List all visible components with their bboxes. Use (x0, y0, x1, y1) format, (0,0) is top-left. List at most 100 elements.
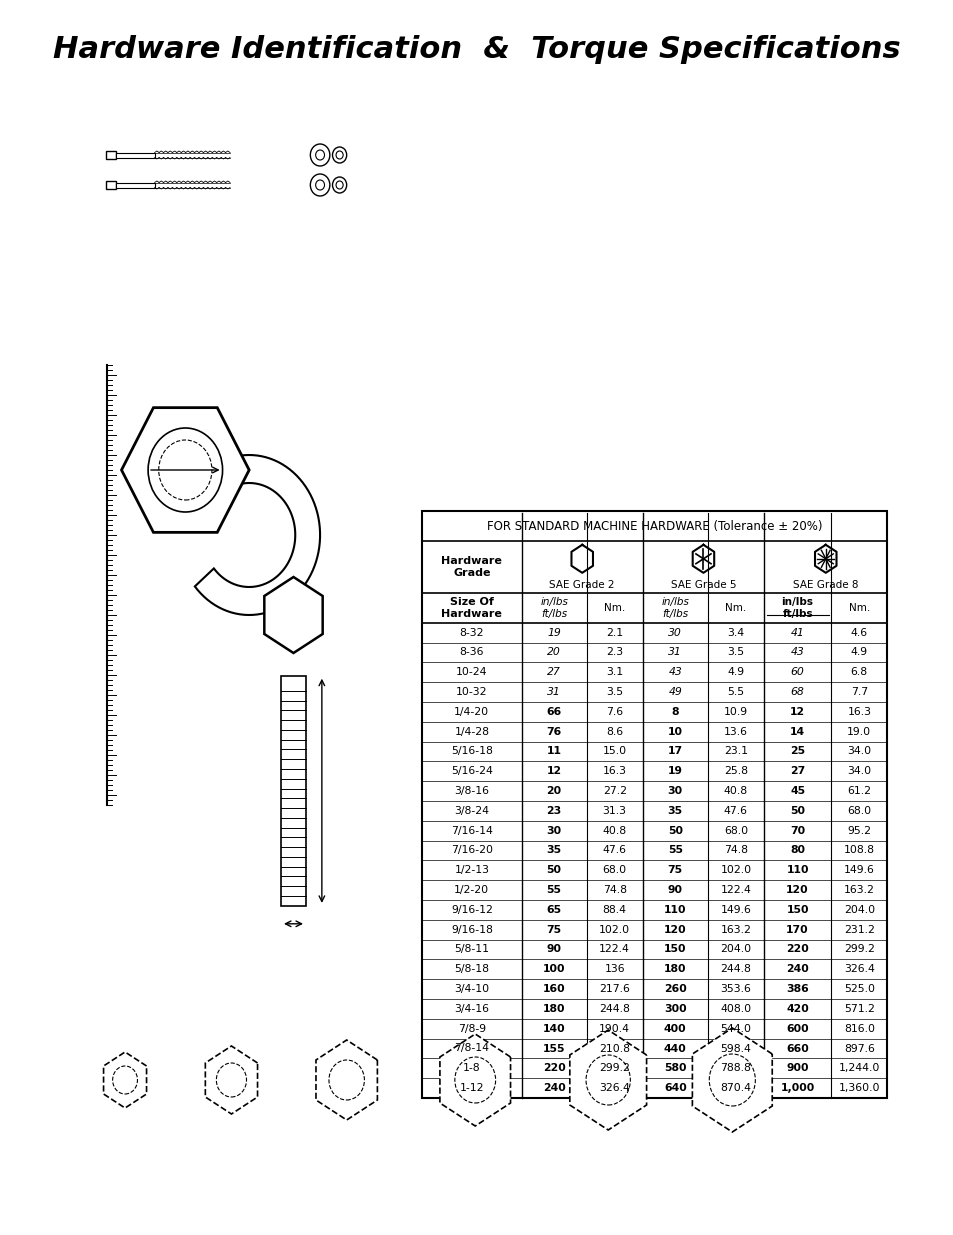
Text: 35: 35 (546, 846, 561, 856)
Text: 9/16-12: 9/16-12 (451, 905, 493, 915)
Bar (116, 152, 154, 158)
Text: 34.0: 34.0 (846, 746, 870, 757)
Text: 13.6: 13.6 (723, 726, 747, 737)
Text: 525.0: 525.0 (842, 984, 874, 994)
Text: 75: 75 (546, 925, 561, 935)
Text: 45: 45 (789, 787, 804, 797)
Text: 100: 100 (542, 965, 565, 974)
Text: 34.0: 34.0 (846, 766, 870, 777)
Text: 19: 19 (667, 766, 682, 777)
Circle shape (148, 429, 222, 513)
Text: 231.2: 231.2 (843, 925, 874, 935)
Text: 544.0: 544.0 (720, 1024, 751, 1034)
Text: SAE Grade 8: SAE Grade 8 (792, 579, 858, 590)
Text: 10.9: 10.9 (723, 706, 747, 716)
Text: 386: 386 (785, 984, 808, 994)
Text: 50: 50 (789, 806, 804, 816)
Text: 10-32: 10-32 (456, 687, 487, 697)
Text: 27.2: 27.2 (602, 787, 626, 797)
Text: 598.4: 598.4 (720, 1044, 751, 1053)
Text: 3/8-16: 3/8-16 (454, 787, 489, 797)
Text: FOR STANDARD MACHINE HARDWARE (Tolerance ± 20%): FOR STANDARD MACHINE HARDWARE (Tolerance… (486, 520, 821, 534)
Text: Hardware
Grade: Hardware Grade (441, 556, 501, 578)
Text: 180: 180 (663, 965, 686, 974)
Text: 660: 660 (785, 1044, 808, 1053)
Text: 1/4-20: 1/4-20 (454, 706, 489, 716)
Text: 80: 80 (789, 846, 804, 856)
Text: 90: 90 (667, 885, 682, 895)
Text: 68.0: 68.0 (602, 866, 626, 876)
Text: 88.4: 88.4 (602, 905, 626, 915)
Text: 8-32: 8-32 (459, 627, 483, 637)
Text: 7/16-20: 7/16-20 (451, 846, 493, 856)
Polygon shape (439, 1034, 510, 1126)
Text: 19.0: 19.0 (846, 726, 870, 737)
Text: Size Of
Hardware: Size Of Hardware (441, 597, 501, 619)
Text: 16.3: 16.3 (602, 766, 626, 777)
Text: 110: 110 (663, 905, 686, 915)
Text: 2.1: 2.1 (605, 627, 622, 637)
Text: 68: 68 (790, 687, 803, 697)
Text: 7/16-14: 7/16-14 (451, 826, 493, 836)
Bar (106, 151, 116, 159)
Text: 4.9: 4.9 (726, 667, 743, 677)
Text: 4.6: 4.6 (850, 627, 867, 637)
Text: 70: 70 (789, 826, 804, 836)
Polygon shape (121, 408, 249, 532)
Text: 240: 240 (785, 965, 808, 974)
Text: 3.5: 3.5 (605, 687, 622, 697)
Text: 136: 136 (604, 965, 624, 974)
Text: 95.2: 95.2 (846, 826, 870, 836)
Circle shape (310, 144, 330, 165)
Polygon shape (264, 577, 322, 653)
Text: 788.8: 788.8 (720, 1063, 751, 1073)
Text: 30: 30 (546, 826, 561, 836)
Text: 244.8: 244.8 (598, 1004, 630, 1014)
Text: 1/2-20: 1/2-20 (454, 885, 489, 895)
Text: 20: 20 (547, 647, 560, 657)
Text: 12: 12 (546, 766, 561, 777)
Text: 90: 90 (546, 945, 561, 955)
Circle shape (315, 180, 324, 190)
Text: 190.4: 190.4 (598, 1024, 630, 1034)
Polygon shape (569, 1030, 646, 1130)
Text: 150: 150 (785, 905, 808, 915)
Text: 49: 49 (668, 687, 681, 697)
Text: 47.6: 47.6 (723, 806, 747, 816)
Text: 110: 110 (785, 866, 808, 876)
Text: 3/4-10: 3/4-10 (454, 984, 489, 994)
Text: 2.3: 2.3 (605, 647, 622, 657)
Text: 35: 35 (667, 806, 682, 816)
Text: 3/4-16: 3/4-16 (454, 1004, 489, 1014)
Text: Nm.: Nm. (848, 603, 869, 613)
Text: 17: 17 (667, 746, 682, 757)
Text: 8.6: 8.6 (605, 726, 622, 737)
Text: 11: 11 (546, 746, 561, 757)
Text: 140: 140 (542, 1024, 565, 1034)
Text: 5/8-18: 5/8-18 (454, 965, 489, 974)
Text: 50: 50 (667, 826, 682, 836)
Text: 300: 300 (663, 1004, 686, 1014)
Text: in/lbs
ft/lbs: in/lbs ft/lbs (539, 597, 567, 619)
Text: 76: 76 (546, 726, 561, 737)
Text: 30: 30 (667, 787, 682, 797)
Text: 1,244.0: 1,244.0 (838, 1063, 879, 1073)
Text: 5.5: 5.5 (726, 687, 743, 697)
Text: 41: 41 (790, 627, 803, 637)
Text: 1/4-28: 1/4-28 (454, 726, 489, 737)
Text: 580: 580 (663, 1063, 686, 1073)
Text: 122.4: 122.4 (598, 945, 630, 955)
Text: 400: 400 (663, 1024, 686, 1034)
Text: 102.0: 102.0 (720, 866, 751, 876)
Text: 3/8-24: 3/8-24 (454, 806, 489, 816)
Text: 31: 31 (668, 647, 681, 657)
Bar (116, 183, 154, 188)
Text: 571.2: 571.2 (843, 1004, 874, 1014)
Text: 14: 14 (789, 726, 804, 737)
Text: 25: 25 (789, 746, 804, 757)
Polygon shape (104, 1052, 147, 1108)
Circle shape (333, 177, 346, 193)
Text: 7/8-9: 7/8-9 (457, 1024, 485, 1034)
Text: 900: 900 (785, 1063, 808, 1073)
Text: 15.0: 15.0 (602, 746, 626, 757)
